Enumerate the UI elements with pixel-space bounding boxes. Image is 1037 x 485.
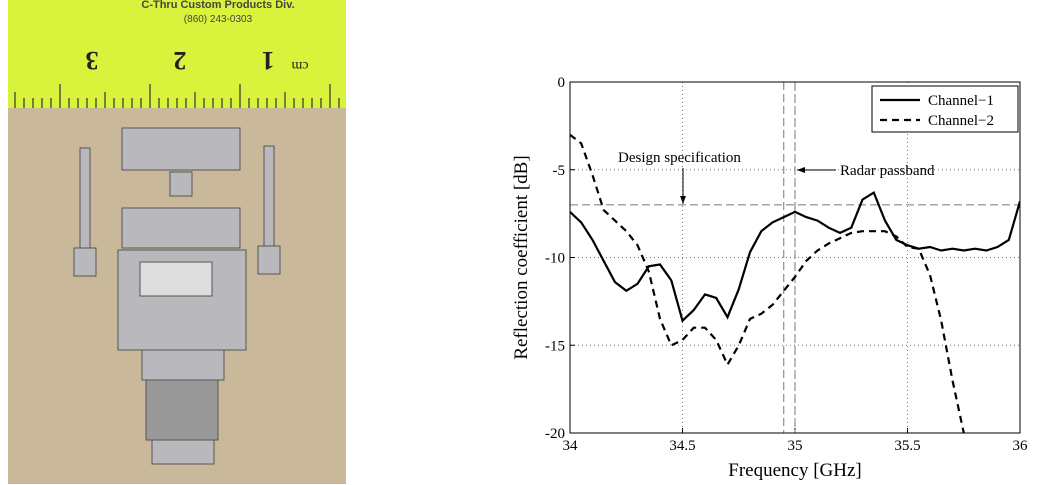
annotation: Radar passband: [840, 163, 935, 179]
annotation: Design specification: [618, 150, 741, 166]
x-tick-label: 36: [1013, 438, 1029, 454]
series-line: [570, 190, 1020, 323]
ruler-maker: C-Thru Custom Products Div.: [141, 0, 294, 11]
y-tick-label: -10: [545, 251, 565, 267]
ruler-mark: cm: [291, 58, 308, 73]
x-tick-label: 34.5: [669, 438, 695, 454]
y-tick-label: -5: [553, 163, 566, 179]
legend-label: Channel−1: [928, 93, 994, 109]
ruler: [8, 0, 346, 108]
chart: 34 34.5 35 35.5 36 0 -5 -10 -15 -20 Design specifi…: [511, 75, 1028, 481]
y-tick-label: -15: [545, 338, 565, 354]
x-tick-label: 35.5: [894, 438, 920, 454]
ruler-phone: (860) 243-0303: [184, 14, 253, 25]
ruler-ticks: [14, 84, 340, 108]
ruler-mark: 2: [174, 46, 187, 75]
series-group: [570, 133, 1020, 433]
x-tick-label: 35: [788, 438, 803, 454]
y-tick-label: -20: [545, 426, 565, 442]
legend: Channel−1 Channel−2: [871, 85, 1019, 133]
ruler-mark: 1: [262, 46, 275, 75]
x-axis-label: Frequency [GHz]: [728, 460, 861, 481]
ruler-mark: 3: [86, 46, 99, 75]
y-axis-label: Reflection coefficient [dB]: [511, 155, 532, 359]
photo: C-Thru Custom Products Div. (860) 243-03…: [8, 0, 346, 484]
x-tick-label: 34: [563, 438, 579, 454]
axes-box: [569, 81, 1021, 434]
y-tick-label: 0: [558, 75, 566, 91]
legend-box: [871, 85, 1019, 133]
connector: [73, 127, 281, 465]
legend-label: Channel−2: [928, 113, 994, 129]
